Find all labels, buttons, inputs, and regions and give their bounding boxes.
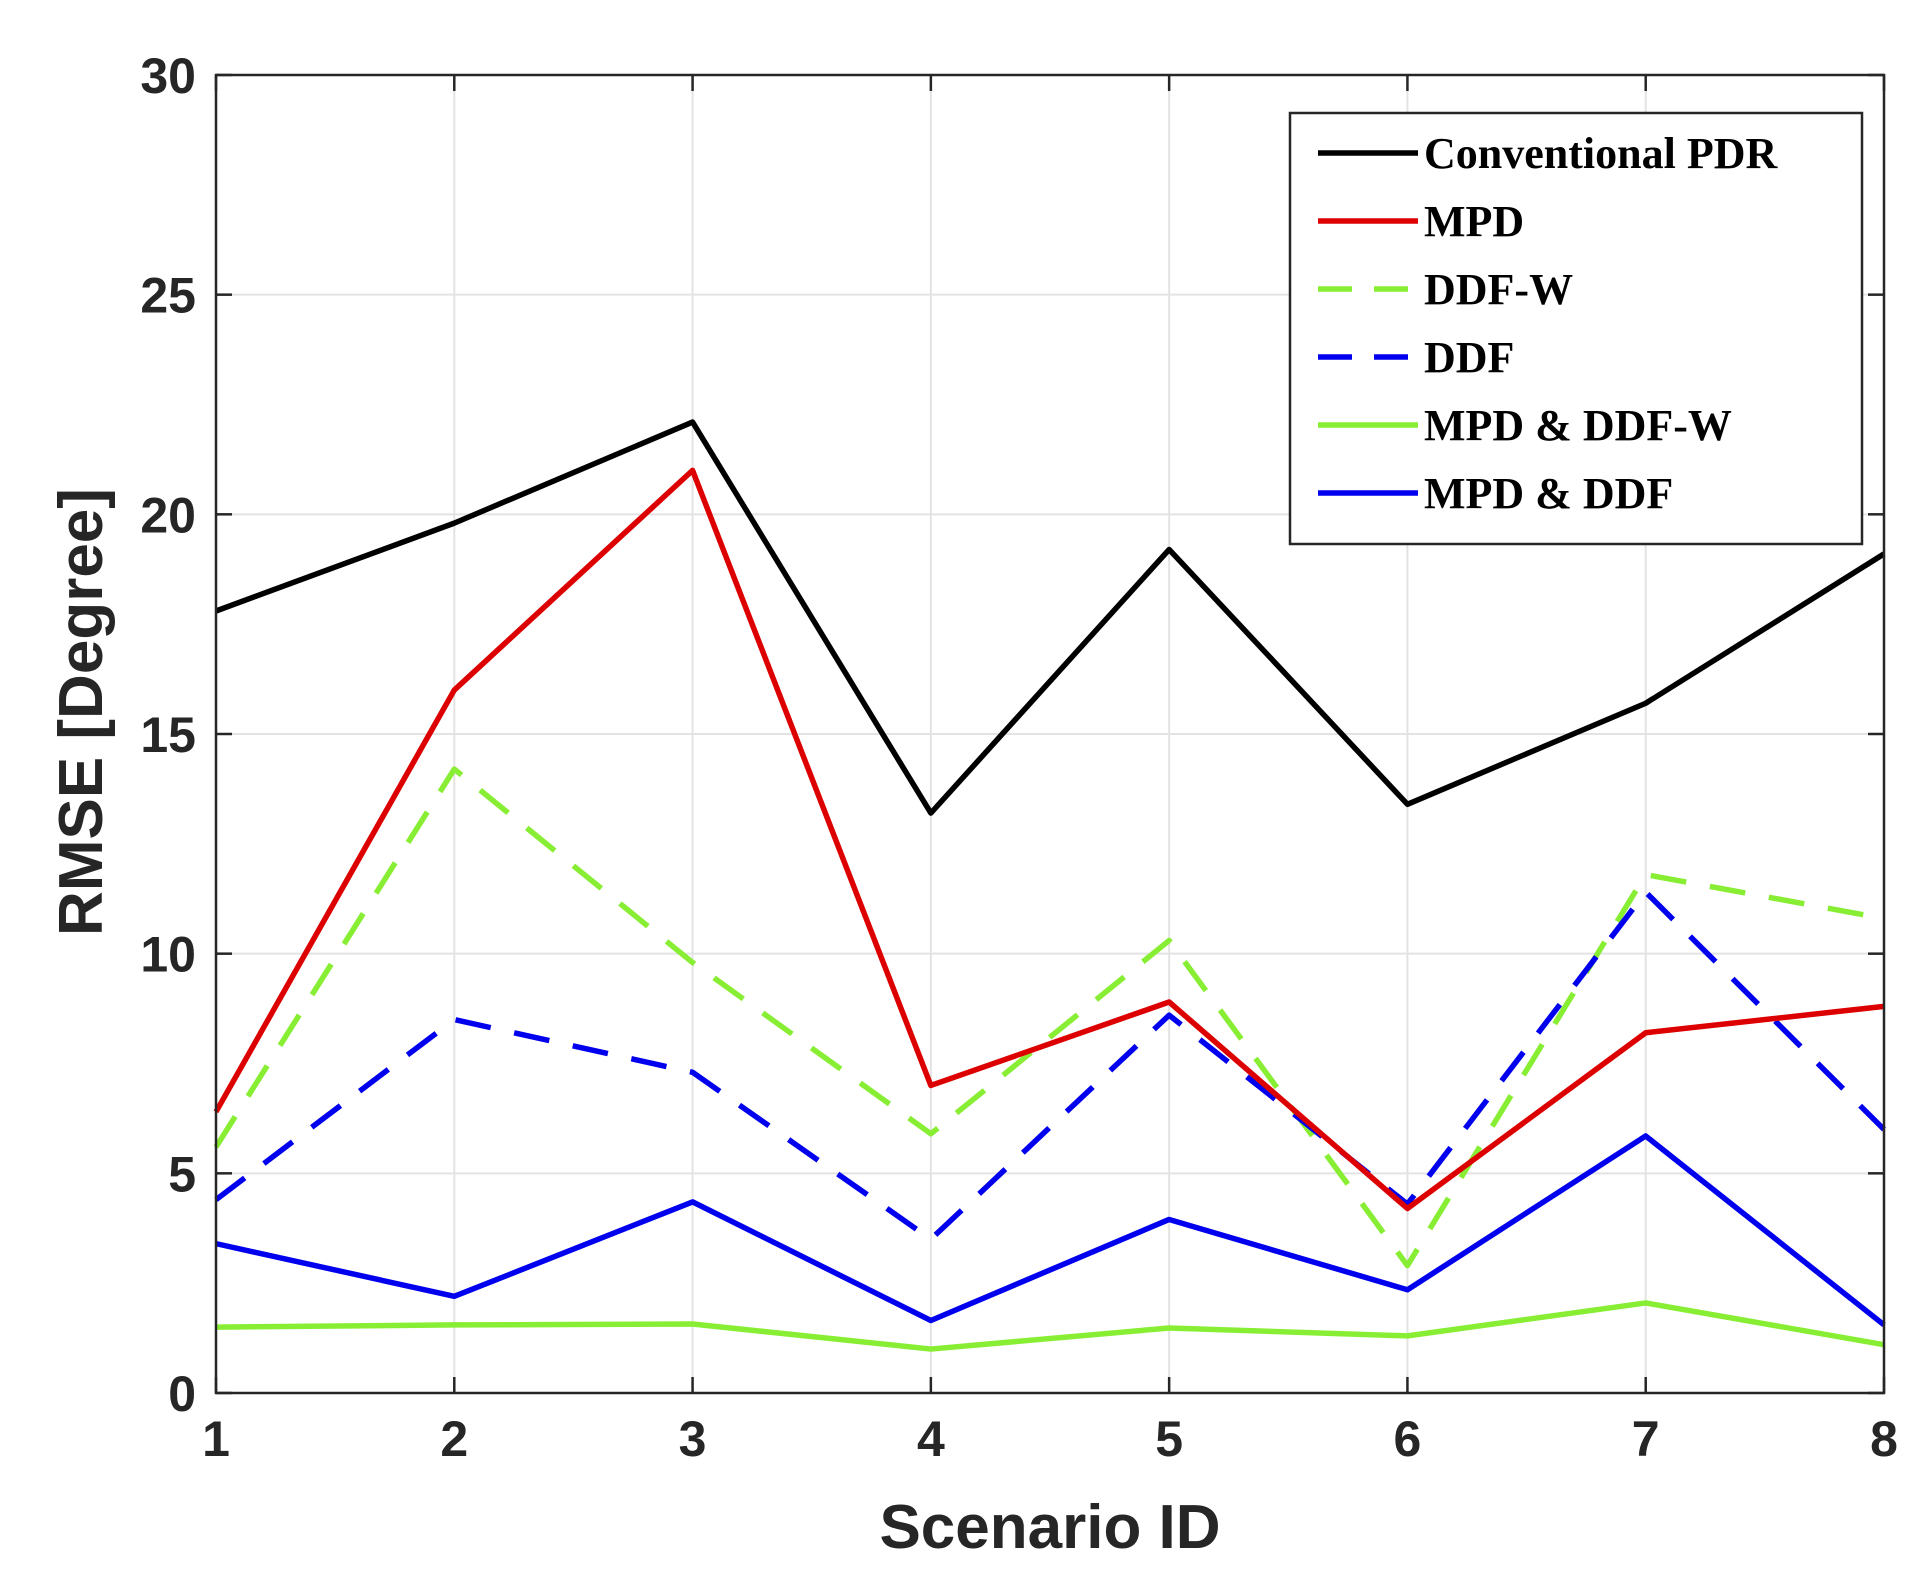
x-tick-label: 7 (1632, 1411, 1660, 1467)
legend-label: Conventional PDR (1424, 129, 1778, 178)
legend-box (1288, 111, 1864, 546)
legend-label: MPD & DDF-W (1424, 401, 1732, 450)
series-line-conventional-pdr (215, 419, 1886, 816)
y-tick-label: 10 (140, 927, 196, 983)
y-tick-label: 15 (140, 707, 196, 763)
y-tick-label: 20 (140, 487, 196, 543)
legend-label: MPD & DDF (1424, 469, 1673, 518)
y-axis-label: RMSE [Degree] (47, 488, 116, 936)
series-layer (213, 419, 1886, 1352)
axis-ticks (214, 73, 1886, 1395)
x-tick-label: 1 (202, 1411, 230, 1467)
legend-label: DDF-W (1424, 265, 1573, 314)
y-tick-label: 5 (168, 1146, 196, 1202)
series-line-mpd-ddf (215, 1133, 1886, 1328)
x-tick-labels: 1 2 3 4 5 6 7 8 (202, 1411, 1898, 1467)
x-tick-label: 5 (1155, 1411, 1183, 1467)
y-tick-label: 30 (140, 48, 196, 104)
y-tick-labels: 0 5 10 15 20 25 30 (140, 48, 196, 1422)
x-tick-label: 3 (679, 1411, 707, 1467)
x-tick-label: 4 (917, 1411, 945, 1467)
series-line-mpd-ddf-w (215, 1300, 1885, 1352)
x-tick-label: 8 (1870, 1411, 1898, 1467)
legend-label: MPD (1424, 197, 1524, 246)
series-line-mpd (213, 467, 1885, 1212)
series-line-ddf-w (213, 766, 1885, 1269)
y-tick-label: 0 (168, 1366, 196, 1422)
legend-label: DDF (1424, 333, 1514, 382)
y-tick-label: 25 (140, 268, 196, 324)
x-tick-label: 6 (1394, 1411, 1422, 1467)
x-axis-label: Scenario ID (879, 1493, 1220, 1562)
x-tick-label: 2 (440, 1411, 468, 1467)
legend: Conventional PDR MPD DDF-W DDF MPD & DDF-W MP… (1288, 111, 1864, 546)
